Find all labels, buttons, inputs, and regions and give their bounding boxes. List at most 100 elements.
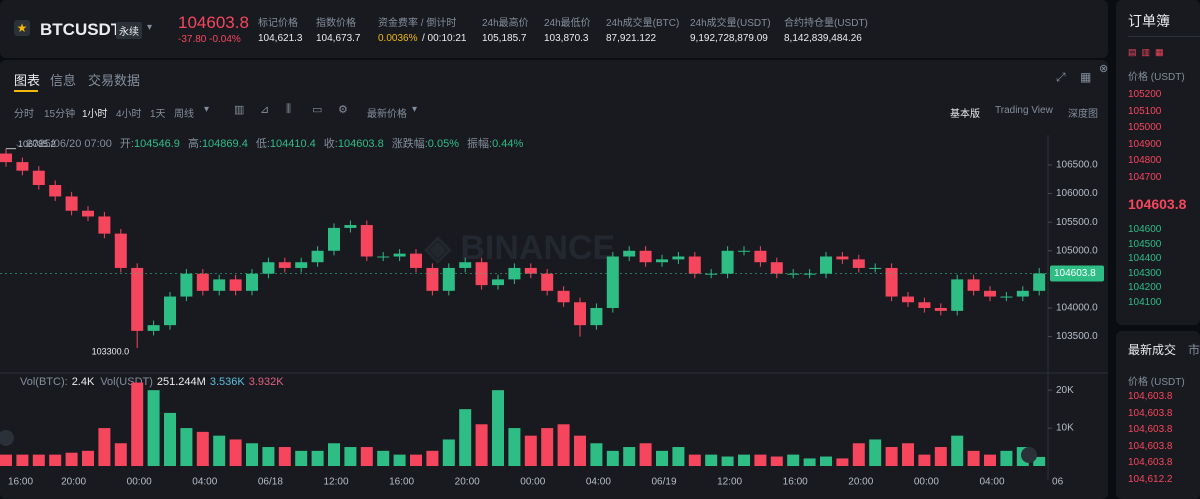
view[interactable]: 基本版 xyxy=(950,109,980,120)
interval[interactable]: 1天 xyxy=(150,109,166,120)
x-tick-label: 20:00 xyxy=(455,477,480,488)
symbol[interactable]: BTCUSDT xyxy=(40,20,122,39)
candle-body xyxy=(213,279,226,291)
candle-body xyxy=(623,250,636,257)
trades-tab[interactable]: 市 xyxy=(1188,343,1200,357)
ask-price: 105100 xyxy=(1128,105,1162,117)
candle-body xyxy=(754,250,767,263)
candle-body xyxy=(131,267,144,331)
trades-title[interactable]: 最新成交 xyxy=(1128,343,1177,357)
volume-bar xyxy=(803,458,816,466)
volume-bar xyxy=(262,447,275,466)
candle-body xyxy=(360,225,373,257)
tool-icon[interactable]: ▭ xyxy=(312,104,323,116)
volume-bar xyxy=(295,450,308,466)
tab[interactable]: 图表 xyxy=(14,73,41,88)
candle-body xyxy=(180,273,193,297)
view[interactable]: 深度图 xyxy=(1068,109,1098,120)
candle-body xyxy=(606,256,619,308)
scroll-right xyxy=(1021,447,1037,463)
candle-body xyxy=(164,296,176,326)
candle-body xyxy=(442,267,455,291)
close-icon[interactable]: ⊗ xyxy=(1099,63,1108,75)
order-book: 订单簿 ▤ ▥ ▦ 价格 (USDT) 105200 105100 105000 10… xyxy=(1116,0,1200,325)
tool-icon[interactable]: ▥ xyxy=(234,104,245,116)
ask-price: 104700 xyxy=(1128,171,1162,183)
stat-value: 104,673.7 xyxy=(316,33,361,44)
stat-value: 87,921.122 xyxy=(606,33,657,44)
ask-price: 104800 xyxy=(1128,155,1162,166)
info-value: 0.05% xyxy=(427,138,459,150)
volume-bar xyxy=(311,450,324,466)
candle-body xyxy=(836,256,849,260)
info-label: 收: xyxy=(323,138,338,150)
interval[interactable]: 1小时 xyxy=(82,109,108,120)
interval[interactable]: 分时 xyxy=(14,109,34,120)
volume-bar xyxy=(360,447,373,466)
favorite-star[interactable]: ★ xyxy=(14,20,30,36)
interval[interactable]: 4小时 xyxy=(116,109,142,120)
view-icons[interactable]: ▤ ▥ ▦ xyxy=(1128,47,1164,57)
candle-body xyxy=(410,253,422,268)
last-tag-label: 104603.8 xyxy=(1054,268,1096,279)
tab[interactable]: 信息 xyxy=(50,73,77,88)
volume-bar xyxy=(656,450,668,466)
expand-icon[interactable]: ⤢ xyxy=(1056,70,1066,84)
volume-bar xyxy=(574,435,586,466)
grid-icon[interactable]: ▦ xyxy=(1080,70,1092,84)
volume-bar xyxy=(1000,450,1013,466)
price-type[interactable]: 最新价格 xyxy=(367,109,407,120)
volume-bar xyxy=(377,450,390,466)
candle-body xyxy=(984,290,996,297)
trade-price: 104,603.8 xyxy=(1128,407,1173,419)
tool-icon[interactable]: ⫼ xyxy=(286,103,292,115)
trades: 最新成交 市 价格 (USDT) 104,603.8 104,603.8 104,6… xyxy=(1116,331,1200,499)
volume-bar xyxy=(524,435,537,466)
stat-label: 24h成交量(USDT) xyxy=(690,18,771,29)
dropdown[interactable]: ▾ xyxy=(147,22,153,33)
tab[interactable]: 交易数据 xyxy=(88,73,141,88)
ohlc-info: ⌄ 2025/06/20 07:00 开:104546.9 高:104869.4 低:… xyxy=(14,135,523,151)
candle-body xyxy=(114,233,127,268)
interval[interactable]: 15分钟 xyxy=(44,109,76,120)
candle-body xyxy=(262,262,275,274)
x-tick-label: 00:00 xyxy=(520,477,545,488)
x-tick-label: 06 xyxy=(1052,477,1064,488)
divider xyxy=(1128,36,1200,37)
volume-bar xyxy=(32,454,45,466)
volume-bar xyxy=(328,443,340,466)
tool-icon[interactable]: ⊿ xyxy=(260,104,270,116)
interval[interactable]: 周线 xyxy=(174,109,194,120)
x-tick-label: 04:00 xyxy=(979,477,1004,488)
tool-icon[interactable]: ⚙ xyxy=(338,104,348,116)
bid-price: 104600 xyxy=(1128,224,1162,235)
stat-label: 指数价格 xyxy=(316,18,356,29)
volume-bar xyxy=(98,428,111,466)
v-tick-label: 20K xyxy=(1056,385,1074,396)
stat-value: 8,142,839,484.26 xyxy=(784,33,862,44)
trade-price: 104,603.8 xyxy=(1128,424,1173,435)
candle-body xyxy=(902,296,914,303)
volume-bar xyxy=(984,454,996,466)
y-tick-label: 105000.0 xyxy=(1056,245,1098,256)
ask-price: 104900 xyxy=(1128,138,1162,150)
trade-price: 104,603.8 xyxy=(1128,391,1173,402)
candle-body xyxy=(803,273,816,275)
candle-body xyxy=(918,302,931,308)
book-last: 104603.8 xyxy=(1128,196,1187,212)
candle-body xyxy=(721,250,734,274)
volume-bar xyxy=(508,428,521,466)
bid-price: 104200 xyxy=(1128,282,1162,294)
volume-bar xyxy=(820,456,832,466)
collapse[interactable]: ⌄ xyxy=(14,138,27,150)
ask-price: 105000 xyxy=(1128,122,1162,133)
candle-body xyxy=(147,325,160,331)
candle-body xyxy=(426,267,439,291)
volume-bar xyxy=(196,431,209,466)
volume-bar xyxy=(0,454,12,466)
view[interactable]: Trading View xyxy=(995,105,1053,116)
candle-body xyxy=(377,256,390,258)
y-tick-label: 106000.0 xyxy=(1056,188,1098,199)
candle-body xyxy=(787,273,800,275)
candle-body xyxy=(295,262,308,268)
